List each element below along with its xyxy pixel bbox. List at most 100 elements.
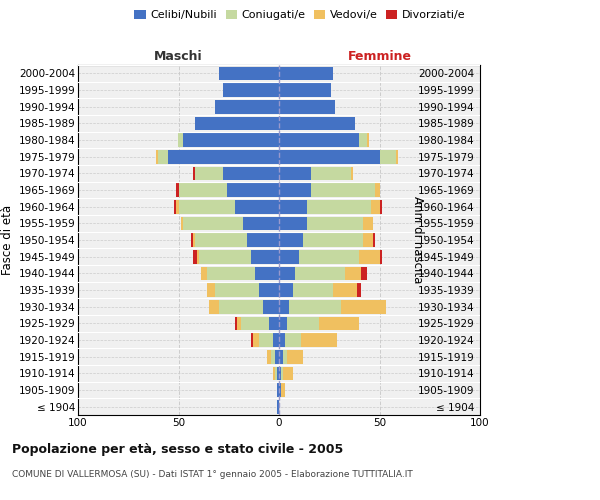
Bar (299, 250, 359, 264)
Bar (176, 200, 179, 213)
Bar (359, 250, 380, 264)
Legend: Celibi/Nubili, Coniugati/e, Vedovi/e, Divorziati/e: Celibi/Nubili, Coniugati/e, Vedovi/e, Di… (130, 6, 470, 25)
Bar (380, 150, 395, 164)
Bar (279, 300, 289, 314)
Bar (243, 216, 279, 230)
Bar (179, 133, 182, 147)
Bar (279, 266, 295, 280)
Bar (311, 183, 376, 197)
Bar (279, 283, 293, 297)
Bar (273, 366, 275, 380)
Bar (271, 350, 275, 364)
Bar (176, 183, 179, 197)
Bar (182, 133, 279, 147)
Bar (223, 166, 279, 180)
Bar (179, 183, 227, 197)
Bar (279, 250, 299, 264)
Text: Popolazione per età, sesso e stato civile - 2005: Popolazione per età, sesso e stato civil… (12, 442, 343, 456)
Bar (279, 200, 307, 213)
Bar (197, 250, 199, 264)
Bar (364, 233, 373, 247)
Bar (253, 333, 259, 347)
Bar (193, 250, 197, 264)
Bar (277, 383, 279, 397)
Bar (251, 250, 279, 264)
Bar (279, 183, 311, 197)
Bar (303, 233, 364, 247)
Bar (273, 333, 279, 347)
Bar (380, 200, 382, 213)
Bar (395, 150, 398, 164)
Bar (279, 66, 333, 80)
Bar (295, 266, 346, 280)
Bar (279, 350, 283, 364)
Bar (361, 266, 367, 280)
Bar (279, 383, 281, 397)
Bar (251, 333, 253, 347)
Bar (200, 266, 206, 280)
Bar (223, 83, 279, 97)
Bar (279, 150, 380, 164)
Bar (194, 166, 223, 180)
Bar (215, 100, 279, 114)
Bar (241, 316, 269, 330)
Bar (277, 400, 279, 413)
Bar (267, 350, 271, 364)
Bar (371, 200, 380, 213)
Bar (215, 283, 259, 297)
Text: COMUNE DI VALLERMOSA (SU) - Dati ISTAT 1° gennaio 2005 - Elaborazione TUTTITALIA: COMUNE DI VALLERMOSA (SU) - Dati ISTAT 1… (12, 470, 413, 479)
Bar (209, 300, 218, 314)
Bar (346, 266, 361, 280)
Bar (219, 300, 263, 314)
Bar (279, 316, 287, 330)
Bar (307, 200, 371, 213)
Bar (277, 366, 279, 380)
Bar (307, 216, 364, 230)
Bar (283, 366, 293, 380)
Bar (279, 166, 311, 180)
Bar (287, 316, 319, 330)
Bar (301, 333, 337, 347)
Bar (293, 283, 333, 297)
Text: Maschi: Maschi (154, 50, 203, 62)
Bar (279, 116, 355, 130)
Bar (279, 83, 331, 97)
Text: Femmine: Femmine (347, 50, 412, 62)
Bar (182, 216, 243, 230)
Bar (367, 133, 370, 147)
Bar (281, 383, 285, 397)
Bar (169, 150, 279, 164)
Y-axis label: Anni di nascita: Anni di nascita (411, 196, 424, 284)
Bar (341, 300, 386, 314)
Bar (218, 66, 279, 80)
Bar (193, 233, 194, 247)
Bar (376, 183, 380, 197)
Bar (179, 200, 235, 213)
Bar (275, 366, 277, 380)
Bar (263, 300, 279, 314)
Bar (358, 283, 361, 297)
Bar (279, 133, 359, 147)
Bar (235, 316, 237, 330)
Bar (279, 366, 281, 380)
Bar (279, 333, 285, 347)
Y-axis label: Fasce di età: Fasce di età (1, 205, 14, 275)
Bar (237, 316, 241, 330)
Bar (289, 300, 341, 314)
Bar (158, 150, 169, 164)
Bar (279, 216, 307, 230)
Bar (259, 333, 273, 347)
Bar (333, 283, 358, 297)
Bar (206, 266, 255, 280)
Bar (279, 100, 335, 114)
Bar (281, 366, 283, 380)
Bar (311, 166, 352, 180)
Bar (199, 250, 251, 264)
Bar (194, 116, 279, 130)
Bar (364, 216, 373, 230)
Bar (175, 200, 176, 213)
Bar (157, 150, 158, 164)
Bar (283, 350, 287, 364)
Bar (269, 316, 279, 330)
Bar (255, 266, 279, 280)
